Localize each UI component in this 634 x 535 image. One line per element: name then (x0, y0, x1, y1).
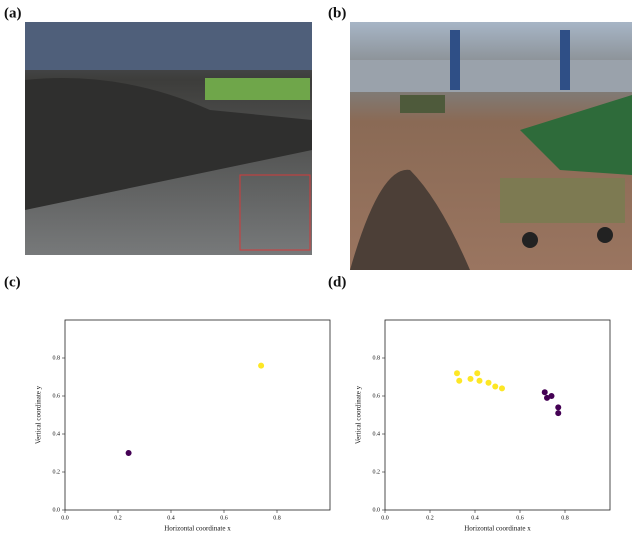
panel-label: (d) (328, 274, 346, 290)
scatter-point (474, 370, 480, 376)
x-tick-label: 0.6 (516, 515, 524, 521)
scatter-point (492, 384, 498, 390)
y-tick-label: 0.6 (373, 393, 381, 399)
x-tick-label: 0.2 (114, 515, 122, 521)
y-tick-label: 0.2 (53, 469, 61, 475)
scatter-point (499, 385, 505, 391)
y-tick-label: 0.8 (373, 355, 381, 361)
y-tick-label: 0.4 (373, 431, 381, 437)
y-axis-label: Vertical coordinate y (355, 385, 363, 444)
scatter-point (542, 389, 548, 395)
scatter-point (126, 450, 132, 456)
photo-a (25, 22, 312, 255)
x-tick-label: 0.8 (561, 515, 569, 521)
x-tick-label: 0.0 (61, 515, 69, 521)
scatter-point (549, 393, 555, 399)
panel-label: (a) (4, 5, 22, 21)
y-tick-label: 0.2 (373, 469, 381, 475)
x-tick-label: 0.2 (426, 515, 434, 521)
y-tick-label: 0.0 (373, 507, 381, 513)
scatter-point (477, 378, 483, 384)
x-axis-label: Horizontal coordinate x (464, 525, 531, 533)
panel-label: (b) (328, 5, 346, 21)
y-tick-label: 0.6 (53, 393, 61, 399)
x-tick-label: 0.6 (220, 515, 228, 521)
x-tick-label: 0.0 (381, 515, 389, 521)
panel-label: (c) (4, 274, 21, 290)
y-tick-label: 0.4 (53, 431, 61, 437)
plot-frame (385, 320, 610, 510)
plot-frame (65, 320, 330, 510)
scatter-point (555, 410, 561, 416)
scatter-point (258, 363, 264, 369)
photo-b (350, 22, 632, 270)
scatter-point (555, 404, 561, 410)
y-tick-label: 0.8 (53, 355, 61, 361)
scatter-point (468, 376, 474, 382)
y-tick-label: 0.0 (53, 507, 61, 513)
y-axis-label: Vertical coordinate y (35, 385, 43, 444)
figure: (a) (b) (c) (d) 0.0 0.2 0.4 0.6 0.8 0.0 0.2 0.4… (0, 0, 634, 535)
scatter-point (486, 380, 492, 386)
x-tick-label: 0.4 (167, 515, 175, 521)
x-tick-label: 0.8 (273, 515, 281, 521)
scatter-point (454, 370, 460, 376)
x-axis-label: Horizontal coordinate x (164, 525, 231, 533)
x-tick-label: 0.4 (471, 515, 479, 521)
scatter-point (456, 378, 462, 384)
